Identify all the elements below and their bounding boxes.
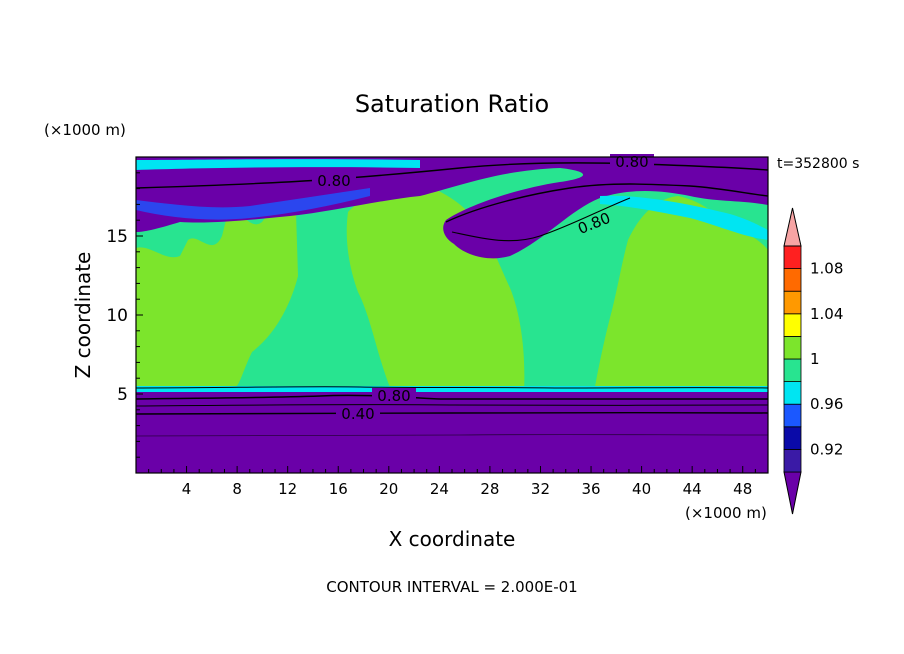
contour-line-080-wedge [445,183,768,223]
x-axis: 4 8 12 16 20 24 28 32 36 40 44 48 [148,466,756,498]
colorbar-over-triangle [783,207,802,247]
contour-line-080-top [136,162,768,189]
y-axis-label: Z coordinate [71,252,95,379]
colorbar-swatch [783,448,802,473]
colorbar-label: 1.04 [810,305,843,323]
y-tick-label: 10 [106,306,128,326]
colorbar-label: 0.96 [810,395,843,413]
region-green-4 [420,343,520,392]
time-label: t=352800 s [777,156,859,172]
region-purple-top [136,157,768,259]
x-tick-label: 16 [329,480,348,498]
x-tick-label: 12 [278,480,297,498]
contour-line-1-low [136,386,768,389]
x-tick-label: 44 [683,480,702,498]
region-cyan-top [136,188,370,220]
y-tick-label: 15 [106,227,128,247]
x-tick-label: 28 [480,480,499,498]
x-tick-label: 36 [581,480,600,498]
colorbar-label: 1.08 [810,260,843,278]
x-unit-label: (×1000 m) [685,504,767,522]
y-unit-label: (×1000 m) [44,121,126,139]
x-tick-label: 24 [430,480,449,498]
contour-field [136,157,768,473]
x-tick-label: 4 [182,480,192,498]
colorbar-swatch [783,335,802,360]
y-tick-label: 5 [117,385,128,405]
colorbar: 0.92 0.96 1 1.04 1.08 [783,207,843,515]
colorbar-under-triangle [783,471,802,515]
contour-label: 0.80 [615,153,648,171]
x-axis-label: X coordinate [389,527,516,551]
x-tick-label: 40 [632,480,651,498]
colorbar-swatch [783,245,802,270]
region-cyan-top-2 [600,195,768,240]
contour-interval-footer: CONTOUR INTERVAL = 2.000E-01 [326,578,577,596]
region-green-3 [594,196,768,392]
colorbar-swatch [783,268,802,292]
x-tick-label: 48 [733,480,752,498]
colorbar-label: 1 [810,350,820,368]
contour-line-060-low [136,404,768,407]
contour-label: 0.80 [377,387,410,405]
x-tick-label: 8 [232,480,242,498]
region-cyan-low [136,386,768,394]
colorbar-swatch [783,358,802,383]
x-tick-label: 20 [379,480,398,498]
colorbar-swatch [783,403,802,428]
colorbar-swatch [783,426,802,450]
contour-label: 0.80 [317,172,350,190]
y-axis: 5 10 15 [106,172,143,458]
chart-title: Saturation Ratio [355,90,549,118]
region-cyan-top-3 [136,159,420,170]
contour-line-080-wedge-2 [451,197,631,242]
contour-line-040-low [136,411,768,415]
contour-label: 0.40 [341,405,374,423]
colorbar-swatch [783,313,802,337]
x-tick-label: 32 [531,480,550,498]
colorbar-swatch [783,290,802,315]
region-green [136,209,298,392]
contour-line-low-3 [136,434,768,437]
colorbar-label: 0.92 [810,440,843,458]
region-purple-low [136,392,768,473]
colorbar-swatch [783,381,802,405]
